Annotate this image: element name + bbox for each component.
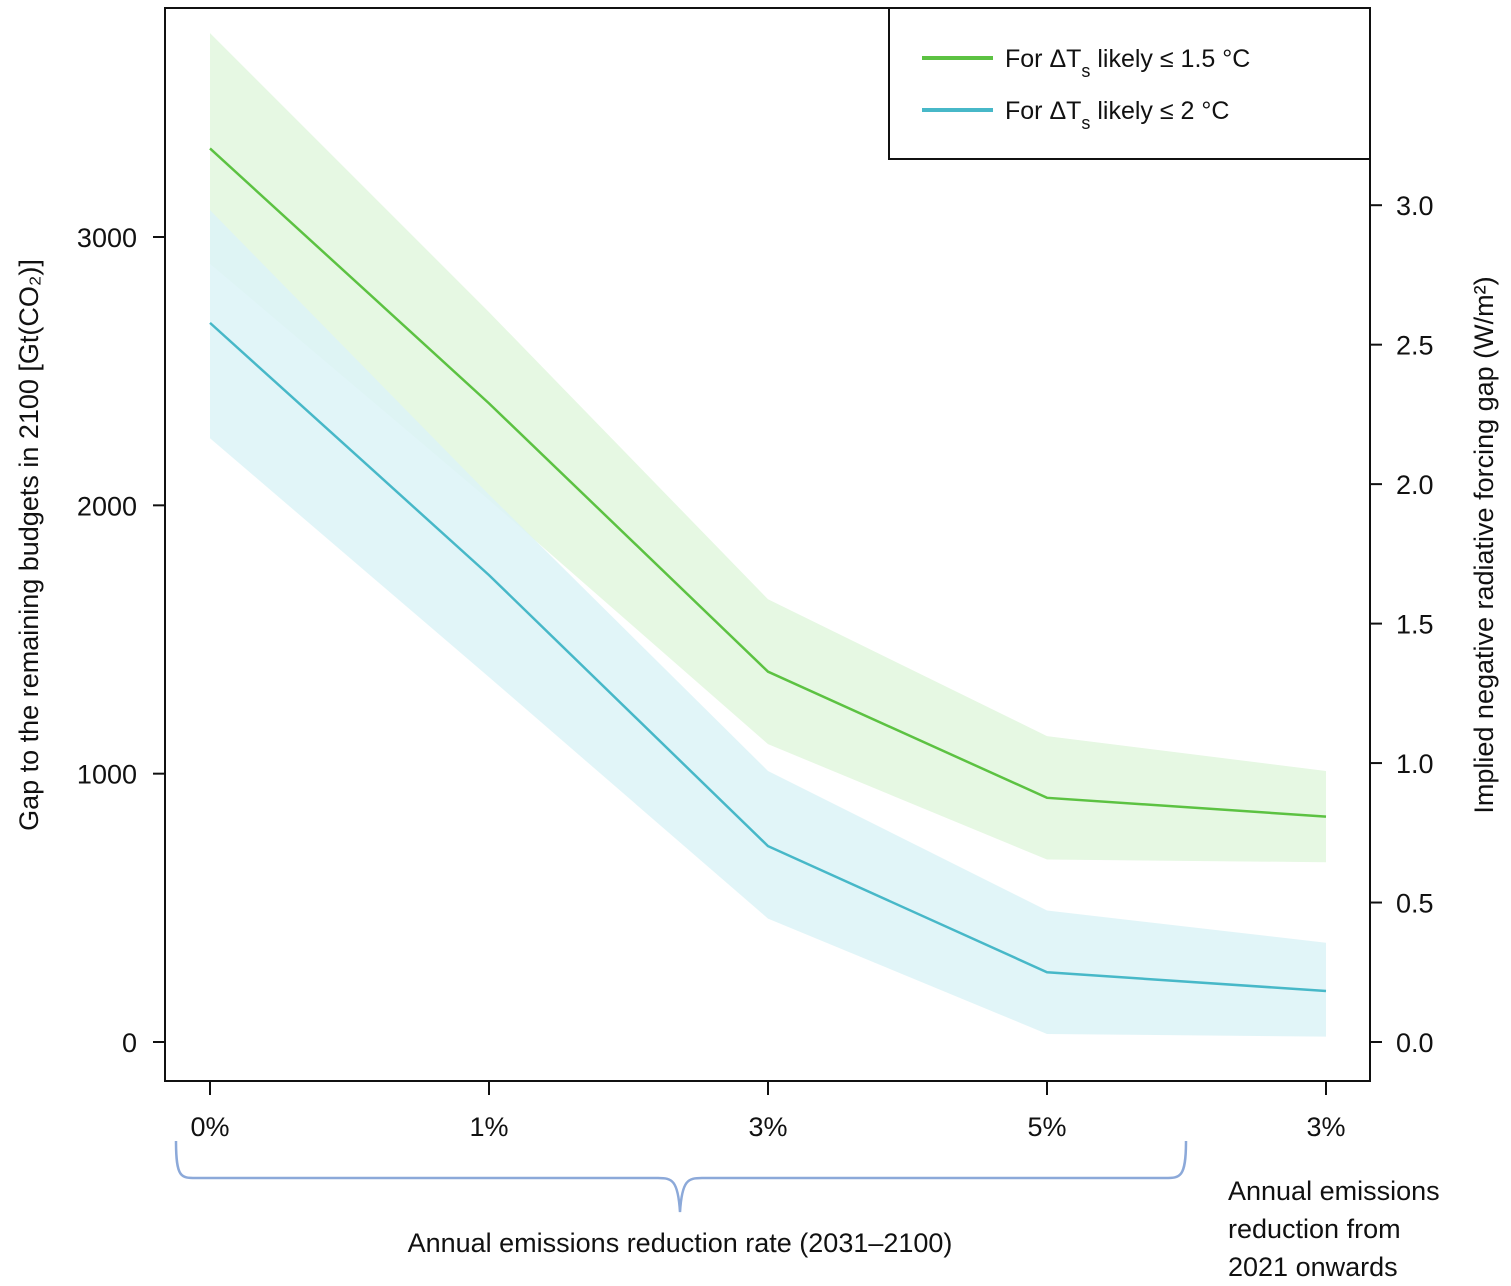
series-line-1.5c (209, 147, 1327, 818)
y2-tick-label: 1.0 (1396, 749, 1434, 779)
x-tick-label: 3% (748, 1112, 787, 1142)
band-2c (210, 210, 1326, 1037)
y2-tick-label: 2.5 (1396, 331, 1434, 361)
x-tick-label: 1% (469, 1112, 508, 1142)
x-axis-title: Annual emissions reduction rate (2031–21… (408, 1228, 953, 1258)
y2-axis-title: Implied negative radiative forcing gap (… (1469, 276, 1499, 813)
x-tick-label: 5% (1027, 1112, 1066, 1142)
x-axis-brace (174, 1140, 1188, 1213)
right-axis-ticks: 0.0 0.5 1.0 1.5 2.0 2.5 3.0 (1370, 191, 1434, 1058)
y2-tick-label: 0.0 (1396, 1028, 1434, 1058)
y-tick-label: 2000 (77, 491, 137, 521)
x-axis-ticks: 0% 1% 3% 5% 3% (190, 1081, 1346, 1142)
legend-label-2c: For ΔTs likely ≤ 2 °C (1005, 97, 1229, 133)
legend: For ΔTs likely ≤ 1.5 °C For ΔTs likely ≤… (888, 7, 1371, 160)
y2-tick-label: 1.5 (1396, 610, 1434, 640)
legend-label-1.5c: For ΔTs likely ≤ 1.5 °C (1005, 45, 1250, 81)
series-lines (209, 147, 1327, 993)
confidence-bands (210, 33, 1326, 1037)
y-tick-label: 3000 (77, 223, 137, 253)
x-extra-label: Annual emissions reduction from 2021 onw… (1228, 1172, 1508, 1286)
y-tick-label: 0 (122, 1028, 137, 1058)
y-tick-label: 1000 (77, 760, 137, 790)
x-tick-label: 3% (1306, 1112, 1345, 1142)
x-extra-label-line-1: Annual emissions (1228, 1176, 1440, 1206)
left-axis-ticks: 0 1000 2000 3000 (77, 223, 165, 1058)
x-extra-label-line-3: 2021 onwards (1228, 1252, 1398, 1282)
x-extra-label-line-2: reduction from (1228, 1214, 1401, 1244)
series-line-2c (209, 321, 1327, 993)
y-axis-title: Gap to the remaining budgets in 2100 [Gt… (14, 259, 44, 831)
legend-box (888, 7, 1371, 160)
y2-tick-label: 3.0 (1396, 191, 1434, 221)
x-tick-label: 0% (190, 1112, 229, 1142)
y2-tick-label: 0.5 (1396, 889, 1434, 919)
y2-tick-label: 2.0 (1396, 470, 1434, 500)
